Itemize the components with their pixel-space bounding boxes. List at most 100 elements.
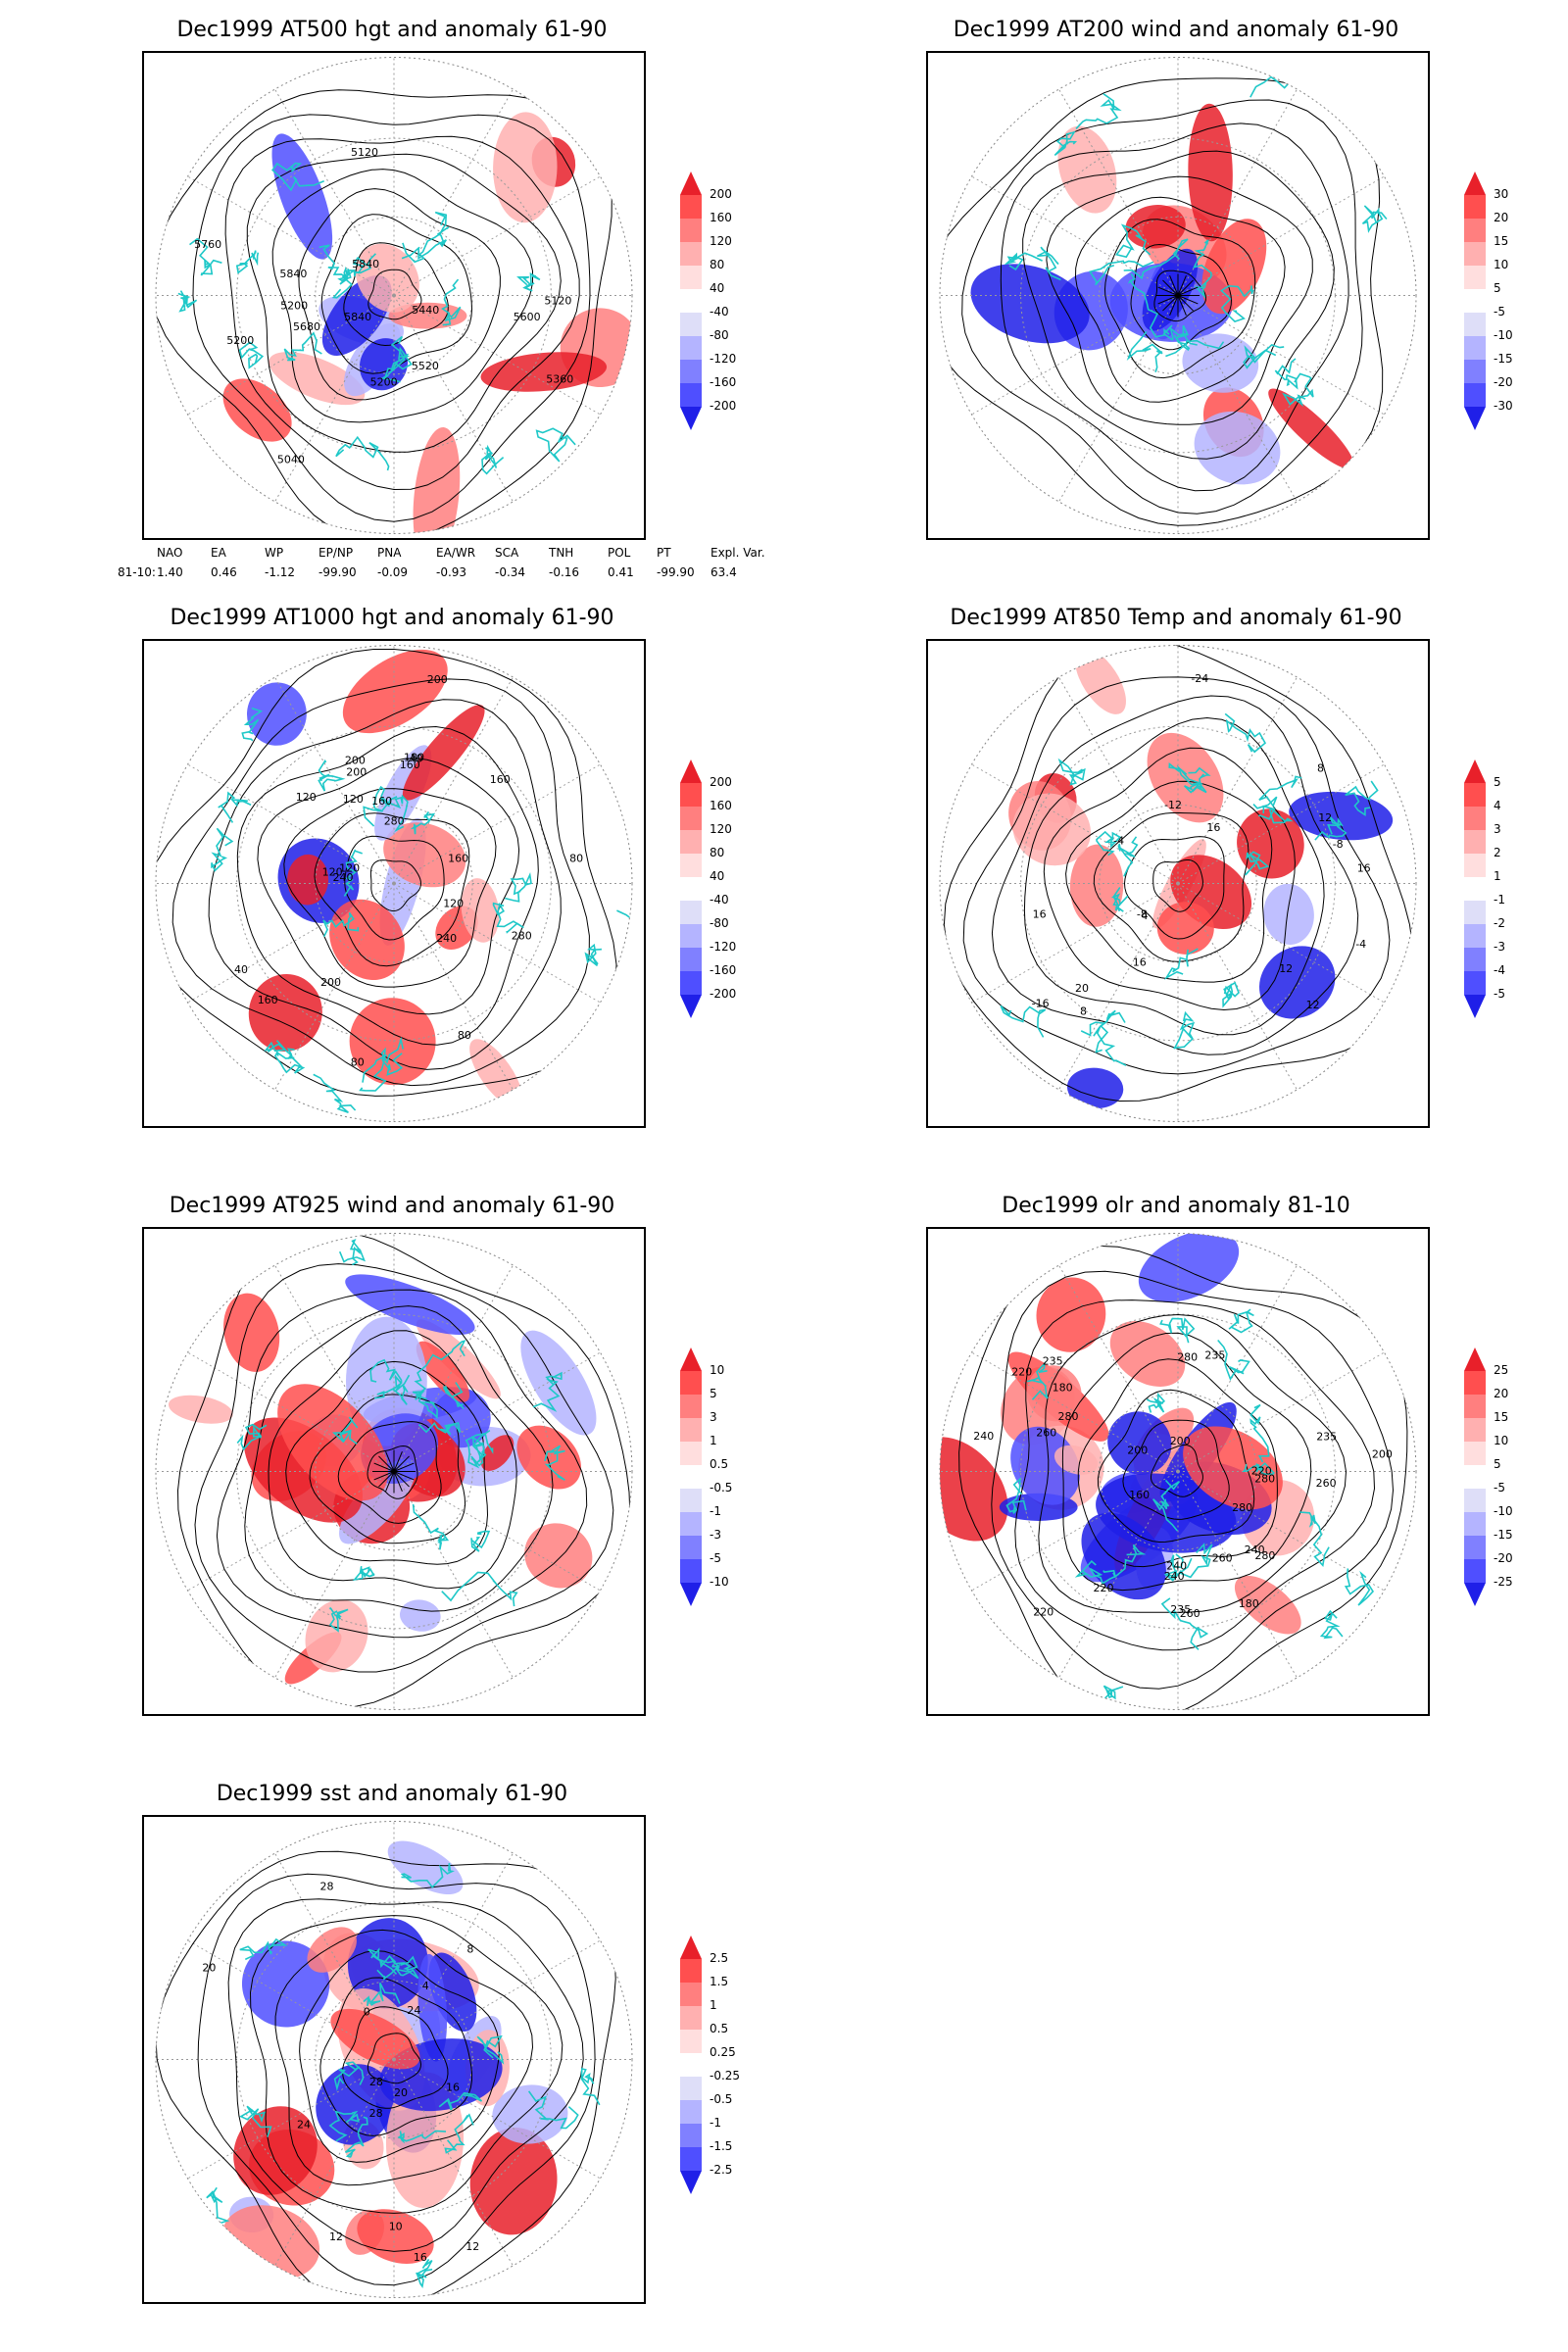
coastline	[363, 785, 398, 827]
colorbar-min-arrow	[1464, 995, 1486, 1018]
contour-label: 280	[512, 930, 532, 943]
contour-line	[194, 1263, 614, 1673]
contour-label: 260	[1180, 1607, 1200, 1620]
coastline	[271, 162, 324, 192]
coastline	[338, 1238, 367, 1266]
coastline	[348, 253, 376, 277]
contour-line	[1103, 219, 1256, 379]
coastline	[1250, 69, 1301, 98]
anomaly-shading	[1188, 103, 1233, 242]
colorbar-swatch	[1464, 1442, 1486, 1465]
contour-label: 80	[351, 1055, 365, 1068]
contour-line	[257, 758, 520, 1015]
coastline	[1243, 343, 1285, 369]
index-value: 0.41	[608, 565, 634, 579]
contour-label: 5440	[412, 304, 439, 317]
contour-label: 16	[414, 2251, 427, 2264]
colorbar-tick-label: 4	[1494, 799, 1501, 812]
contour-label: 220	[1011, 1366, 1032, 1379]
wind-arrow	[1157, 295, 1179, 305]
contour-label: 160	[490, 773, 511, 786]
contour-line	[271, 169, 534, 423]
colorbar-tick-label: -10	[710, 1575, 729, 1589]
polar-stereographic-map: 16 12 8 12 16 -4 -24 -8 -16 -12 -8 -4 4 8 12 16 16 20	[939, 645, 1417, 1122]
contour-line	[274, 1929, 534, 2186]
coastline	[1224, 712, 1267, 754]
coastline	[1000, 1004, 1047, 1038]
panel-title: Dec1999 AT200 wind and anomaly 61-90	[953, 18, 1399, 42]
longitude-gridline	[1177, 295, 1298, 503]
coastline	[331, 1416, 359, 1446]
colorbar-swatch	[1464, 313, 1486, 336]
anomaly-shading	[345, 1274, 475, 1336]
colorbar-tick-label: 160	[710, 799, 732, 812]
colorbar-min-arrow	[680, 2171, 702, 2194]
contour-label: 280	[1254, 1549, 1275, 1562]
contour-line	[1065, 780, 1273, 983]
coastline	[333, 2061, 365, 2092]
contour-label: 200	[1170, 1435, 1191, 1447]
wind-arrow	[373, 1462, 395, 1472]
wind-arrow	[1177, 279, 1194, 296]
longitude-gridline	[1177, 676, 1298, 884]
colorbar-tick-label: -120	[710, 940, 737, 954]
colorbar-swatch	[680, 783, 702, 807]
contour-label: 16	[1033, 908, 1047, 921]
colorbar-swatch	[680, 1983, 702, 2006]
coastline	[1319, 1609, 1344, 1640]
colorbar-swatch	[680, 1465, 702, 1489]
panel-title: Dec1999 AT850 Temp and anomaly 61-90	[950, 606, 1402, 630]
colorbar-swatch	[1464, 1512, 1486, 1536]
coastline	[438, 2091, 483, 2111]
anomaly-shading	[271, 133, 333, 260]
contour-label: 235	[1043, 1355, 1063, 1368]
coastline	[1074, 1559, 1117, 1586]
colorbar-swatch	[680, 2124, 702, 2147]
colorbar-swatch	[680, 1489, 702, 1512]
anomaly-shading	[1057, 125, 1117, 214]
colorbar-swatch	[1464, 1465, 1486, 1489]
colorbar-tick-label: -1	[710, 2116, 721, 2130]
anomaly-shading	[1156, 902, 1214, 955]
coastline	[1163, 948, 1199, 980]
colorbar-max-arrow	[680, 1936, 702, 1959]
coastline	[211, 827, 234, 872]
wind-arrow	[393, 1471, 410, 1488]
longitude-gridline	[187, 763, 395, 884]
colorbar-swatch	[680, 1959, 702, 1983]
colorbar-swatch	[680, 1395, 702, 1418]
anomaly-shading	[461, 878, 500, 943]
index-header: POL	[608, 546, 631, 560]
coastline	[1242, 1462, 1275, 1476]
longitude-gridline	[393, 1939, 601, 2060]
longitude-gridline	[274, 88, 395, 296]
coastline	[235, 250, 260, 274]
polar-stereographic-map	[155, 1233, 633, 1710]
contour-label: 12	[466, 2240, 479, 2253]
colorbar: 2.5 1.5 1 0.5 0.25 -0.25 -0.5 -1 -1.5 -2.5	[678, 1936, 766, 2224]
longitude-gridline	[1177, 763, 1385, 884]
anomaly-shading	[388, 302, 467, 329]
colorbar-swatch	[1464, 948, 1486, 971]
contour-label: 24	[297, 2119, 311, 2132]
anomaly-shading	[387, 1840, 464, 1895]
colorbar-swatches	[1464, 760, 1486, 1018]
contour-label: 20	[1075, 982, 1089, 995]
anomaly-shading	[1268, 388, 1354, 469]
contour-line	[299, 1950, 500, 2163]
colorbar-swatch	[680, 854, 702, 877]
colorbar-swatch	[680, 971, 702, 995]
colorbar-tick-label: 25	[1494, 1363, 1509, 1377]
coastline	[1004, 252, 1043, 270]
longitude-gridline	[187, 2059, 395, 2180]
coastline	[369, 1358, 411, 1393]
anomaly-shading	[469, 2128, 558, 2235]
contour-label: -8	[1137, 908, 1148, 921]
anomaly-shading	[347, 1918, 428, 2010]
coastline	[1037, 246, 1061, 281]
contour-label: 80	[458, 1029, 471, 1042]
contour-label: 200	[346, 765, 367, 778]
colorbar-swatch	[1464, 266, 1486, 289]
panel-title: Dec1999 AT500 hgt and anomaly 61-90	[176, 18, 608, 42]
coastline	[328, 2110, 360, 2142]
